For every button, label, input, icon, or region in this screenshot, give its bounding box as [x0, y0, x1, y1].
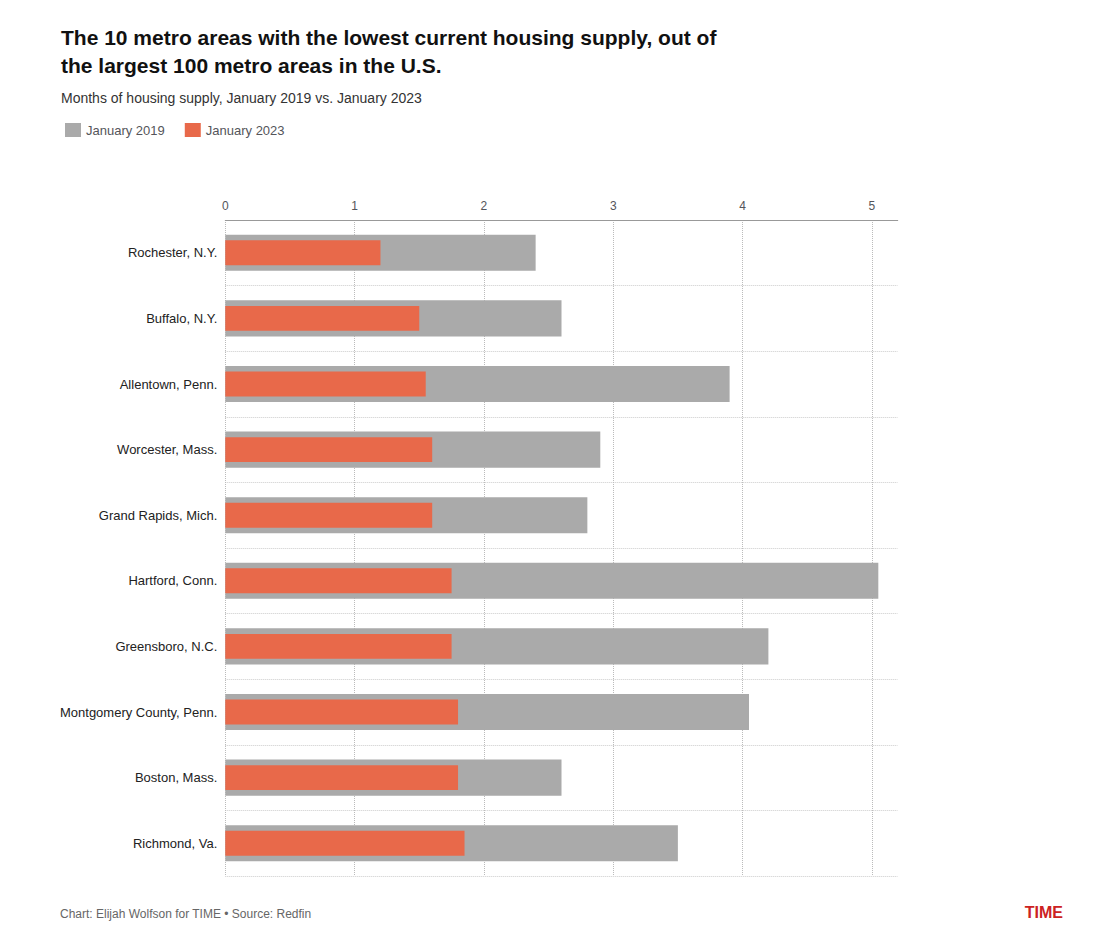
svg-text:January 2019: January 2019 — [86, 123, 165, 138]
svg-text:Months of housing supply, Janu: Months of housing supply, January 2019 v… — [61, 90, 422, 106]
svg-text:Allentown, Penn.: Allentown, Penn. — [120, 377, 218, 392]
svg-text:4: 4 — [739, 199, 746, 213]
svg-text:Worcester, Mass.: Worcester, Mass. — [117, 442, 217, 457]
svg-text:2: 2 — [481, 199, 488, 213]
svg-text:Buffalo, N.Y.: Buffalo, N.Y. — [146, 311, 217, 326]
svg-text:January 2023: January 2023 — [206, 123, 285, 138]
svg-text:3: 3 — [610, 199, 617, 213]
svg-text:TIME: TIME — [1025, 904, 1064, 921]
svg-text:Rochester, N.Y.: Rochester, N.Y. — [128, 245, 217, 260]
svg-text:Grand Rapids, Mich.: Grand Rapids, Mich. — [99, 508, 218, 523]
svg-text:0: 0 — [222, 199, 229, 213]
svg-text:Chart: Elijah Wolfson for TIME: Chart: Elijah Wolfson for TIME • Source:… — [60, 907, 311, 921]
svg-text:The 10 metro areas with the lo: The 10 metro areas with the lowest curre… — [61, 26, 717, 49]
svg-text:the largest 100 metro areas in: the largest 100 metro areas in the U.S. — [61, 54, 441, 77]
svg-text:1: 1 — [351, 199, 358, 213]
svg-text:Montgomery County, Penn.: Montgomery County, Penn. — [60, 705, 217, 720]
svg-text:Hartford, Conn.: Hartford, Conn. — [128, 573, 217, 588]
svg-text:Greensboro, N.C.: Greensboro, N.C. — [115, 639, 217, 654]
svg-text:Boston, Mass.: Boston, Mass. — [135, 770, 217, 785]
svg-text:5: 5 — [869, 199, 876, 213]
svg-text:Richmond, Va.: Richmond, Va. — [133, 836, 217, 851]
